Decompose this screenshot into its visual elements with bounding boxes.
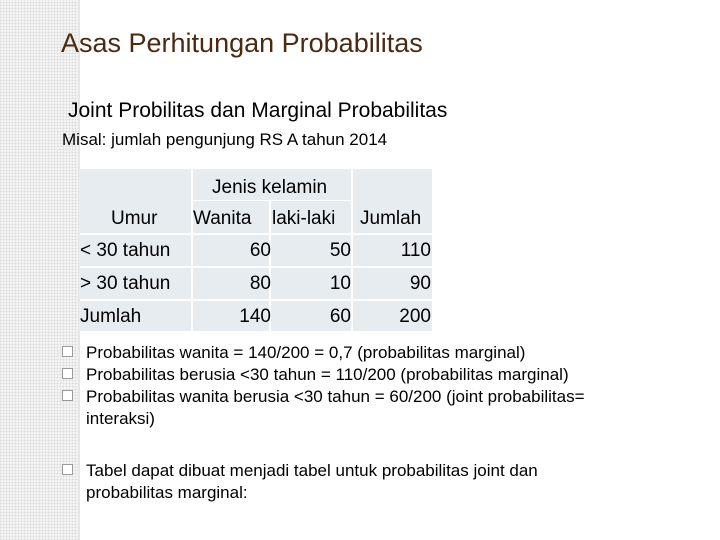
- table-header-umur: Umur: [111, 208, 158, 229]
- table-cell: 10: [271, 268, 351, 299]
- table-cell: 50: [271, 235, 351, 266]
- list-item: Probabilitas wanita = 140/200 = 0,7 (pro…: [62, 342, 662, 364]
- table-row-label: < 30 tahun: [80, 240, 171, 261]
- table-row-label-cell: > 30 tahun: [79, 268, 191, 299]
- table-cell-value: 10: [329, 273, 351, 294]
- table-header-jumlah-cell: Jumlah: [353, 169, 432, 233]
- table-row-label: Jumlah: [80, 306, 142, 327]
- table-cell: 80: [193, 268, 271, 299]
- list-item-text: Probabilitas berusia <30 tahun = 110/200…: [86, 365, 569, 384]
- table-header-wanita: Wanita: [193, 208, 252, 229]
- table-header-group-cell: Jenis kelamin: [193, 169, 351, 200]
- list-item: Tabel dapat dibuat menjadi tabel untuk p…: [62, 460, 606, 504]
- table-cell: 90: [353, 268, 432, 299]
- left-pattern-strip: [0, 0, 80, 540]
- table-header-umur-cell: Umur: [79, 169, 191, 233]
- list-item-text: Tabel dapat dibuat menjadi tabel untuk p…: [86, 461, 538, 502]
- table-cell-value: 60: [329, 306, 351, 327]
- table-row-label-cell: < 30 tahun: [79, 235, 191, 266]
- bullet-spacer: [62, 430, 662, 460]
- table-cell: 60: [271, 301, 351, 331]
- square-bullet-icon: [62, 368, 73, 379]
- table-cell-value: 200: [399, 306, 431, 327]
- table-cell-value: 50: [329, 240, 351, 261]
- slide-title: Asas Perhitungan Probabilitas: [61, 28, 423, 58]
- table-row-label: > 30 tahun: [80, 273, 171, 294]
- table-header-jumlah: Jumlah: [360, 208, 422, 229]
- table-header-laki-cell: laki-laki: [271, 201, 351, 233]
- intro-text: Misal: jumlah pengunjung RS A tahun 2014: [62, 130, 388, 149]
- table-header-wanita-cell: Wanita: [193, 201, 269, 233]
- bullet-list: Probabilitas wanita = 140/200 = 0,7 (pro…: [62, 342, 662, 504]
- list-item: Probabilitas berusia <30 tahun = 110/200…: [62, 364, 662, 386]
- table-cell-value: 140: [239, 306, 271, 327]
- table-row-label-cell: Jumlah: [79, 301, 191, 331]
- table-cell: 60: [193, 235, 271, 266]
- slide-subtitle: Joint Probilitas dan Marginal Probabilit…: [68, 99, 448, 122]
- square-bullet-icon: [62, 390, 73, 401]
- list-item: Probabilitas wanita berusia <30 tahun = …: [62, 386, 646, 430]
- table-header-laki: laki-laki: [272, 208, 336, 229]
- table-cell: 200: [353, 301, 432, 331]
- square-bullet-icon: [62, 464, 73, 475]
- table-cell: 110: [353, 235, 432, 266]
- table-cell-value: 60: [249, 240, 271, 261]
- table-cell: 140: [193, 301, 271, 331]
- table-header-group: Jenis kelamin: [212, 177, 328, 198]
- square-bullet-icon: [62, 346, 73, 357]
- list-item-text: Probabilitas wanita berusia <30 tahun = …: [86, 387, 585, 428]
- table-cell-value: 90: [409, 273, 431, 294]
- table-cell-value: 110: [400, 240, 431, 261]
- list-item-text: Probabilitas wanita = 140/200 = 0,7 (pro…: [86, 343, 526, 362]
- table-cell-value: 80: [249, 273, 271, 294]
